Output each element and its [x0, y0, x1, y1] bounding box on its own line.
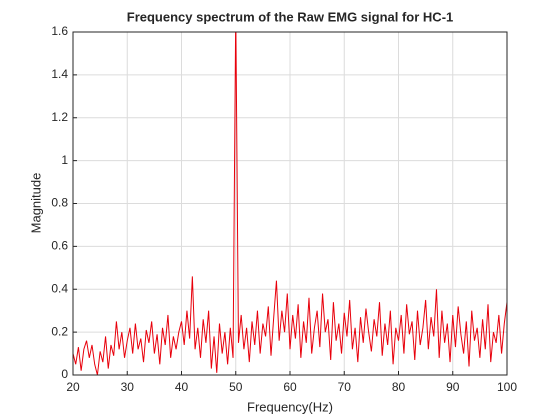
x-tick-label: 80 [392, 380, 406, 394]
y-tick-label: 0.4 [51, 281, 68, 295]
chart-title: Frequency spectrum of the Raw EMG signal… [127, 9, 454, 24]
x-tick-label: 100 [497, 380, 517, 394]
x-tick-label: 30 [121, 380, 135, 394]
y-tick-label: 1.4 [51, 67, 68, 81]
y-tick-label: 1.6 [51, 24, 68, 38]
y-tick-label: 0 [61, 367, 68, 381]
y-tick-label: 0.8 [51, 196, 68, 210]
y-tick-label: 0.6 [51, 239, 68, 253]
y-axis-label: Magnitude [28, 173, 43, 234]
axes-box [72, 31, 508, 376]
y-tick-label: 0.2 [51, 324, 68, 338]
spectrum-line [73, 32, 507, 375]
x-tick-label: 90 [446, 380, 460, 394]
x-tick-label: 70 [338, 380, 352, 394]
x-tick-label: 20 [66, 380, 80, 394]
y-tick-label: 1 [61, 153, 68, 167]
y-tick-label: 1.2 [51, 110, 68, 124]
x-tick-label: 60 [283, 380, 297, 394]
x-axis-label: Frequency(Hz) [247, 399, 333, 414]
x-tick-label: 50 [229, 380, 243, 394]
x-tick-label: 40 [175, 380, 189, 394]
